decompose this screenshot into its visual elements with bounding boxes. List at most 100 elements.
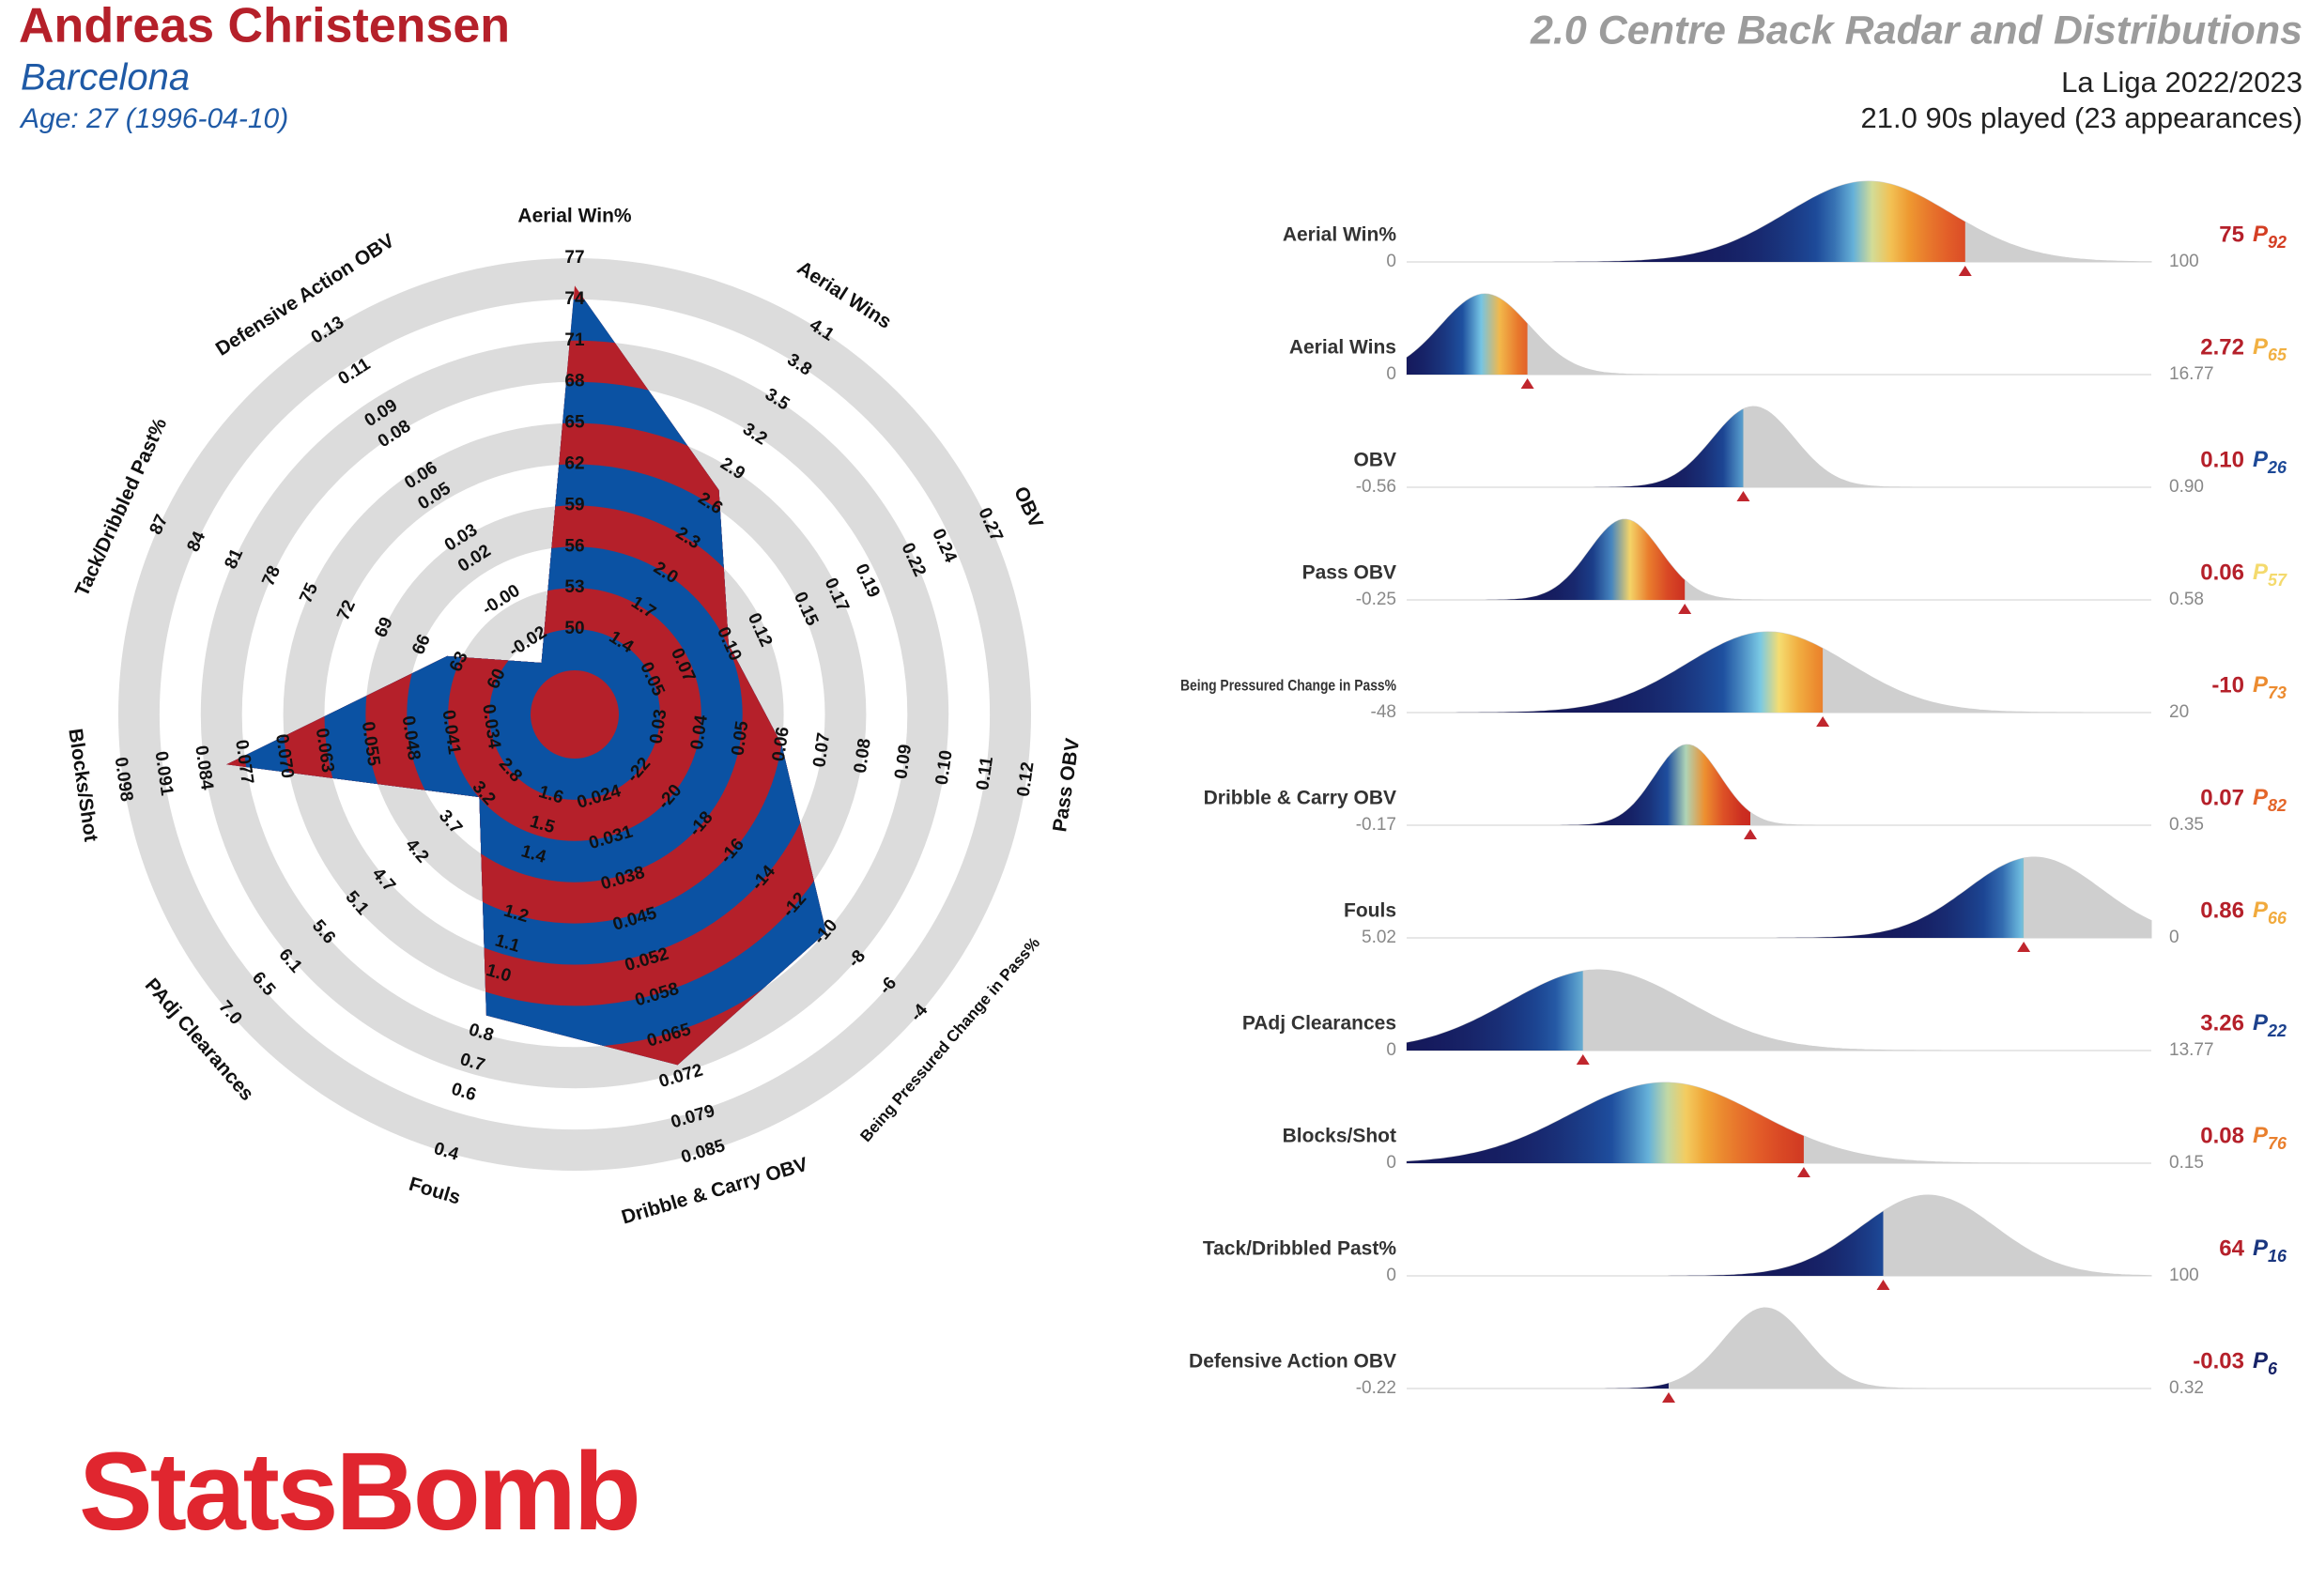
distribution-fill bbox=[1407, 408, 1744, 487]
distribution-fill bbox=[1407, 1383, 1669, 1389]
value-marker bbox=[1520, 378, 1534, 389]
axis-min-label: 0 bbox=[1386, 1266, 1396, 1285]
radar-axis-label: Fouls bbox=[407, 1174, 463, 1209]
distribution-curve bbox=[1407, 744, 2151, 826]
percentile-prefix: P bbox=[2253, 1123, 2269, 1148]
percentile-value: 57 bbox=[2268, 571, 2287, 590]
value-marker bbox=[1662, 1392, 1676, 1403]
percentile-value: 22 bbox=[2267, 1021, 2287, 1040]
value-marker bbox=[1744, 829, 1757, 839]
radar-tick-label: 68 bbox=[564, 372, 584, 391]
axis-max-label: 20 bbox=[2169, 702, 2189, 722]
percentile-prefix: P bbox=[2253, 560, 2269, 585]
metric-name: Pass OBV bbox=[1302, 562, 1396, 584]
distribution-fill bbox=[1407, 294, 1528, 375]
percentile-value: 16 bbox=[2268, 1247, 2287, 1266]
distribution-fill bbox=[1407, 1082, 1804, 1163]
value-label: -0.03 bbox=[2193, 1348, 2244, 1373]
percentile-prefix: P bbox=[2253, 334, 2269, 360]
radar-tick-label: 0.11 bbox=[973, 755, 997, 791]
radar-tick-label: 0.12 bbox=[1014, 760, 1039, 798]
percentile-label: P76 bbox=[2253, 1123, 2287, 1152]
competition: La Liga 2022/2023 bbox=[2061, 66, 2302, 99]
metric-name: OBV bbox=[1353, 450, 1396, 471]
metric-name: Being Pressured Change in Pass% bbox=[1180, 676, 1396, 694]
radar-tick-label: 62 bbox=[564, 454, 584, 474]
axis-max-label: 0.90 bbox=[2169, 477, 2204, 497]
value-label: 0.08 bbox=[2200, 1123, 2244, 1148]
value-marker bbox=[2017, 942, 2031, 952]
radar-axis-label: OBV bbox=[1009, 483, 1047, 531]
radar-tick-label: 77 bbox=[564, 248, 584, 268]
axis-min-label: 0 bbox=[1386, 1040, 1396, 1060]
metric-name: Fouls bbox=[1344, 900, 1396, 922]
value-marker bbox=[1576, 1054, 1590, 1065]
percentile-label: P22 bbox=[2253, 1010, 2287, 1039]
axis-min-label: -48 bbox=[1371, 702, 1396, 722]
axis-min-label: -0.25 bbox=[1356, 590, 1396, 609]
distribution-curve bbox=[1407, 1307, 2151, 1389]
percentile-label: P57 bbox=[2253, 560, 2287, 589]
value-label: 2.72 bbox=[2200, 334, 2244, 360]
axis-max-label: 0.58 bbox=[2169, 590, 2204, 609]
distribution-curve bbox=[1407, 518, 2151, 601]
value-marker bbox=[1876, 1280, 1890, 1290]
player-name: Andreas Christensen bbox=[19, 0, 510, 54]
player-age: Age: 27 (1996-04-10) bbox=[19, 103, 288, 134]
radar-tick-label: 71 bbox=[564, 330, 585, 350]
percentile-value: 6 bbox=[2268, 1359, 2278, 1378]
radar-tick-label: 0.10 bbox=[932, 749, 957, 787]
percentile-label: P26 bbox=[2253, 447, 2287, 476]
metric-name: Aerial Wins bbox=[1289, 337, 1396, 359]
percentile-prefix: P bbox=[2253, 785, 2269, 810]
distribution-curve bbox=[1407, 406, 2151, 488]
value-label: 0.10 bbox=[2200, 447, 2244, 472]
distribution-fill bbox=[1407, 858, 2025, 938]
metric-name: Defensive Action OBV bbox=[1189, 1351, 1396, 1373]
percentile-label: P73 bbox=[2253, 672, 2287, 701]
radar-tick-label: 65 bbox=[564, 413, 585, 433]
metric-name: Blocks/Shot bbox=[1283, 1126, 1396, 1147]
axis-min-label: 5.02 bbox=[1362, 928, 1396, 947]
radar-axis-label: Pass OBV bbox=[1049, 737, 1084, 834]
percentile-prefix: P bbox=[2253, 222, 2269, 247]
metric-name: PAdj Clearances bbox=[1242, 1013, 1396, 1035]
chart-title: 2.0 Centre Back Radar and Distributions bbox=[1530, 8, 2302, 53]
metric-name: Aerial Win% bbox=[1283, 224, 1396, 246]
value-label: 64 bbox=[2219, 1235, 2244, 1261]
value-label: 0.86 bbox=[2200, 898, 2244, 923]
percentile-prefix: P bbox=[2253, 1348, 2269, 1373]
radar-tick-label: 0.07 bbox=[809, 731, 834, 769]
percentile-label: P82 bbox=[2253, 785, 2287, 814]
radar-band bbox=[531, 670, 619, 759]
metric-name: Dribble & Carry OBV bbox=[1204, 788, 1396, 809]
axis-min-label: 0 bbox=[1386, 364, 1396, 384]
minutes-played: 21.0 90s played (23 appearances) bbox=[1861, 101, 2303, 134]
distribution-fill bbox=[1407, 519, 1686, 600]
value-marker bbox=[1958, 266, 1972, 276]
radar-tick-label: 0.08 bbox=[851, 737, 875, 775]
value-label: -10 bbox=[2211, 672, 2244, 698]
distribution-fill bbox=[1407, 632, 1824, 713]
value-label: 3.26 bbox=[2200, 1010, 2244, 1036]
percentile-prefix: P bbox=[2253, 672, 2269, 698]
percentile-value: 92 bbox=[2268, 233, 2287, 252]
radar-tick-label: 59 bbox=[564, 495, 584, 514]
distribution-curve bbox=[1407, 856, 2152, 939]
percentile-label: P92 bbox=[2253, 222, 2287, 251]
percentile-value: 73 bbox=[2268, 683, 2287, 702]
radar-tick-label: 53 bbox=[564, 577, 584, 597]
value-label: 0.07 bbox=[2200, 785, 2244, 810]
percentile-value: 65 bbox=[2268, 345, 2287, 364]
percentile-value: 76 bbox=[2268, 1134, 2287, 1153]
axis-min-label: -0.17 bbox=[1356, 815, 1396, 835]
axis-min-label: -0.56 bbox=[1356, 477, 1396, 497]
axis-min-label: -0.22 bbox=[1356, 1378, 1396, 1398]
radar-axis-label: Blocks/Shot bbox=[64, 728, 101, 843]
radar-tick-label: 74 bbox=[564, 289, 585, 309]
radar-tick-label: 0.06 bbox=[769, 726, 793, 763]
radar-axis-label: Aerial Win% bbox=[517, 206, 631, 227]
axis-max-label: 0 bbox=[2169, 928, 2179, 947]
distribution-fill bbox=[1407, 971, 1583, 1051]
radar-tick-label: 0.03 bbox=[646, 708, 670, 745]
